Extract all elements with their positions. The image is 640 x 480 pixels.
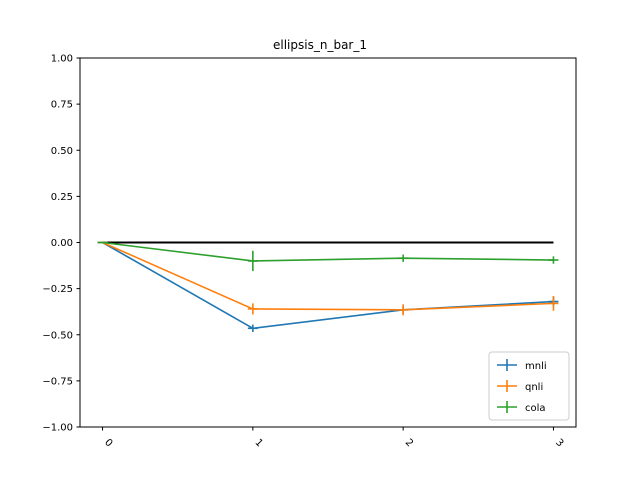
y-tick-label: −0.25: [42, 284, 73, 295]
y-tick-label: 0.75: [51, 100, 73, 111]
y-tick-label: −1.00: [42, 423, 73, 434]
x-tick-label: 1: [252, 437, 264, 449]
x-tick-label: 0: [102, 437, 114, 449]
y-tick-label: −0.75: [42, 376, 73, 387]
series-cola: [97, 241, 559, 272]
y-axis: 1.00 0.75 0.50 0.25 0.00 −0.25 −0.50 −0.75 −1.00: [42, 54, 80, 434]
plot-frame: [79, 57, 577, 428]
legend-box: [488, 351, 570, 421]
legend-label-cola: cola: [525, 403, 546, 414]
y-tick-label: 0.25: [51, 192, 73, 203]
x-tick-label: 2: [403, 437, 415, 449]
y-tick-label: 1.00: [51, 54, 73, 65]
legend: mnli qnli cola: [488, 351, 570, 421]
chart-title: ellipsis_n_bar_1: [273, 38, 367, 52]
legend-label-qnli: qnli: [525, 382, 543, 393]
legend-label-mnli: mnli: [525, 361, 547, 372]
y-tick-label: 0.00: [51, 238, 73, 249]
plot-area: [97, 241, 559, 332]
series-mnli: [97, 241, 559, 332]
series-line-qnli: [102, 241, 554, 311]
series-line-cola: [102, 241, 554, 262]
y-tick-label: −0.50: [42, 330, 73, 341]
x-axis: 0 1 2 3: [102, 427, 565, 449]
x-tick-label: 3: [553, 437, 565, 449]
y-tick-label: 0.50: [51, 146, 73, 157]
series-line-mnli: [102, 241, 554, 330]
